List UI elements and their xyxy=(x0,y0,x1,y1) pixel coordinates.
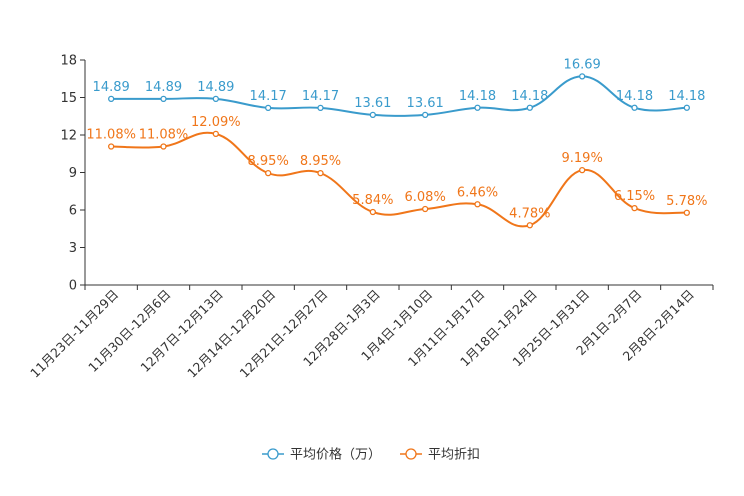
data-point[interactable] xyxy=(422,205,429,213)
data-point[interactable] xyxy=(683,104,690,111)
data-label: 13.61 xyxy=(354,96,391,111)
data-point[interactable] xyxy=(683,209,690,216)
data-label: 14.18 xyxy=(511,89,548,104)
data-label: 14.17 xyxy=(250,89,287,104)
x-tick-label: 12月14日-12月20日 xyxy=(184,287,278,381)
y-tick-label: 12 xyxy=(60,129,77,144)
series-line-1 xyxy=(111,131,687,228)
legend-label: 平均折扣 xyxy=(428,448,480,463)
data-label: 5.84% xyxy=(352,193,393,208)
legend[interactable]: 平均价格（万） 平均折扣 xyxy=(262,447,480,463)
data-point[interactable] xyxy=(317,104,324,112)
y-ticks: 0 3 6 9 12 15 18 xyxy=(60,54,85,294)
data-labels: 14.89 14.89 14.89 14.17 14.17 13.61 13.61 14.18… xyxy=(86,57,707,221)
data-point[interactable] xyxy=(526,104,533,111)
data-point[interactable] xyxy=(579,73,586,80)
data-point[interactable] xyxy=(265,104,272,112)
legend-item[interactable]: 平均价格（万） xyxy=(262,447,381,463)
data-label: 11.08% xyxy=(139,128,189,143)
data-label: 14.18 xyxy=(459,89,496,104)
y-tick-label: 18 xyxy=(60,54,77,69)
data-label: 8.95% xyxy=(300,154,341,169)
data-point[interactable] xyxy=(265,169,272,177)
legend-marker-icon xyxy=(405,448,417,460)
data-point[interactable] xyxy=(474,201,481,208)
y-tick-label: 9 xyxy=(69,166,77,181)
data-point[interactable] xyxy=(579,166,586,174)
data-point[interactable] xyxy=(631,204,638,212)
data-point[interactable] xyxy=(160,95,167,103)
data-point[interactable] xyxy=(212,95,219,103)
data-label: 5.78% xyxy=(666,194,707,209)
data-label: 6.46% xyxy=(457,185,498,200)
data-point[interactable] xyxy=(369,208,376,216)
data-point[interactable] xyxy=(108,95,115,103)
data-label: 13.61 xyxy=(407,96,444,111)
data-point[interactable] xyxy=(108,143,115,150)
y-tick-label: 0 xyxy=(69,279,77,294)
data-label: 14.18 xyxy=(616,89,653,104)
legend-marker-icon xyxy=(267,448,279,460)
series-points xyxy=(108,73,690,229)
x-ticks: 11月23日-11月29日11月30日-12月6日12月7日-12月13日12月… xyxy=(27,285,714,381)
data-label: 14.17 xyxy=(302,89,339,104)
data-label: 6.08% xyxy=(405,190,446,205)
y-tick-label: 15 xyxy=(60,91,77,106)
legend-item[interactable]: 平均折扣 xyxy=(400,448,480,463)
data-label: 12.09% xyxy=(191,115,241,130)
x-tick-label: 12月21日-12月27日 xyxy=(236,287,330,381)
data-label: 14.18 xyxy=(668,89,705,104)
data-point[interactable] xyxy=(526,222,533,229)
data-label: 14.89 xyxy=(145,80,182,95)
data-point[interactable] xyxy=(369,111,376,119)
data-label: 9.19% xyxy=(562,151,603,166)
data-label: 4.78% xyxy=(509,206,550,221)
y-tick-label: 3 xyxy=(69,241,77,256)
data-point[interactable] xyxy=(631,104,638,111)
data-label: 11.08% xyxy=(86,128,136,143)
data-point[interactable] xyxy=(212,130,219,138)
data-point[interactable] xyxy=(160,143,167,150)
data-label: 14.89 xyxy=(197,80,234,95)
data-point[interactable] xyxy=(317,169,324,177)
data-point[interactable] xyxy=(474,104,481,111)
data-label: 6.15% xyxy=(614,189,655,204)
y-tick-label: 6 xyxy=(69,204,77,219)
data-label: 8.95% xyxy=(248,154,289,169)
data-label: 14.89 xyxy=(93,80,130,95)
data-label: 16.69 xyxy=(564,57,601,72)
data-point[interactable] xyxy=(422,111,429,119)
x-tick-label: 11月23日-11月29日 xyxy=(27,287,121,381)
legend-label: 平均价格（万） xyxy=(290,447,381,463)
